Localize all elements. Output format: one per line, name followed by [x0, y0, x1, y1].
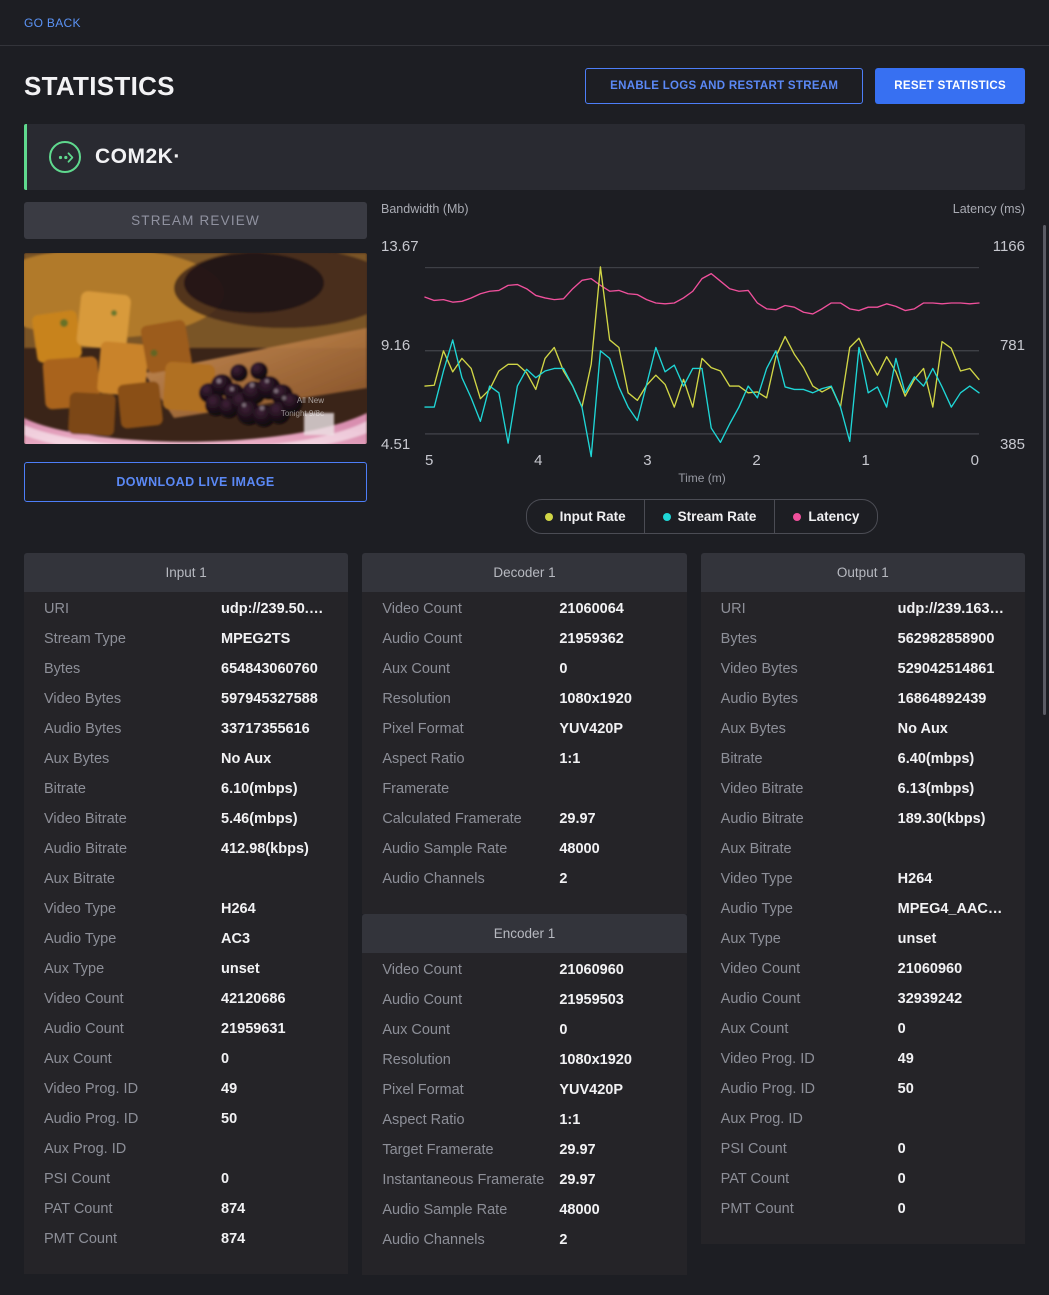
svg-text:All New: All New [297, 396, 324, 405]
svg-text:Tonight 9/8c: Tonight 9/8c [281, 409, 324, 418]
